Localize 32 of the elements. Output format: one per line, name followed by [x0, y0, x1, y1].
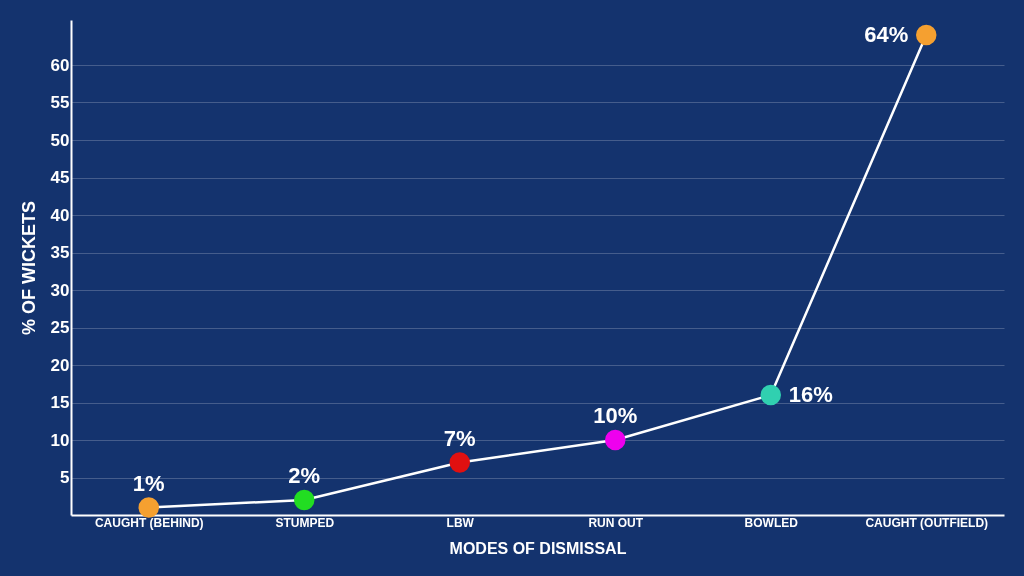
y-tick-label: 35	[50, 243, 70, 262]
x-tick-label: STUMPED	[275, 515, 335, 530]
y-axis-title: % OF WICKETS	[18, 201, 39, 335]
x-axis-title: MODES OF DISMISSAL	[449, 539, 627, 557]
y-tick-label: 20	[50, 355, 70, 375]
y-tick-label: 5	[60, 468, 70, 487]
y-tick-label: 25	[50, 318, 70, 337]
x-tick-label: LBW	[446, 515, 475, 530]
point	[916, 24, 937, 46]
y-tick-label: 60	[50, 55, 70, 75]
point	[449, 452, 470, 473]
data-label: 64%	[864, 22, 909, 47]
y-tick-label: 55	[50, 93, 70, 112]
point	[294, 489, 315, 511]
point	[760, 384, 781, 406]
data-label: 2%	[288, 463, 321, 488]
x-tick-label: BOWLED	[744, 515, 799, 530]
data-label: 1%	[132, 470, 165, 496]
y-tick-label: 30	[50, 280, 70, 300]
point	[605, 429, 626, 451]
x-tick-label: RUN OUT	[588, 515, 644, 530]
x-tick-label: CAUGHT (BEHIND)	[94, 515, 204, 530]
y-tick-label: 45	[50, 168, 70, 187]
data-label: 16%	[788, 382, 833, 407]
y-tick-label: 10	[50, 430, 70, 450]
data-label: 10%	[593, 403, 638, 428]
y-tick-label: 15	[50, 393, 70, 412]
point	[138, 497, 159, 518]
data-label: 7%	[443, 425, 476, 451]
y-tick-label: 40	[50, 205, 70, 225]
y-tick-label: 50	[50, 130, 70, 150]
x-tick-label: CAUGHT (OUTFIELD)	[865, 515, 989, 530]
